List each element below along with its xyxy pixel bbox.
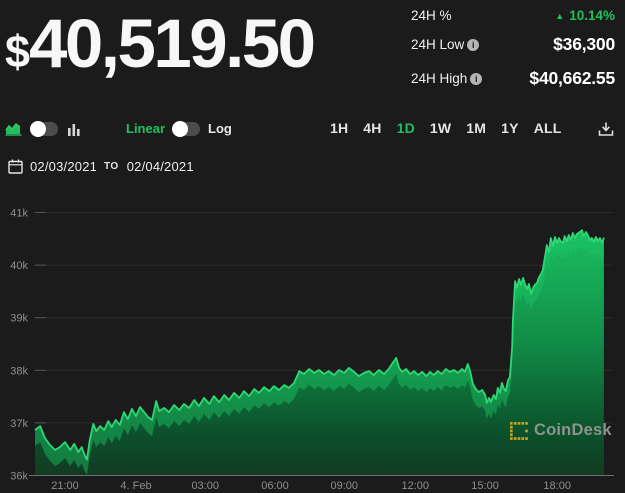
chart-axis: 21:00 4. Feb 03:00 06:00 09:00 12:00 15:00 18:0… xyxy=(29,475,614,492)
area-fill xyxy=(35,230,604,476)
chart-type-toggle[interactable] xyxy=(30,120,58,137)
x-axis-label: 15:00 xyxy=(471,480,499,492)
y-axis-label: 37k xyxy=(10,418,28,430)
scale-option-linear[interactable]: Linear xyxy=(126,121,166,136)
stat-label-text: 24H Low xyxy=(411,37,465,52)
x-axis-label: 03:00 xyxy=(191,480,219,492)
y-axis-label: 38k xyxy=(10,365,28,377)
coindesk-watermark: CoinDesk xyxy=(510,421,612,440)
range-button-4h[interactable]: 4H xyxy=(363,120,382,136)
y-axis-label: 40k xyxy=(10,260,28,272)
low-value: $36,300 xyxy=(553,34,615,54)
scale-group: Linear Log xyxy=(126,120,232,137)
percent-value: 10.14% xyxy=(569,8,615,23)
stat-label-text: 24H High xyxy=(411,71,468,86)
date-separator: TO xyxy=(104,161,119,172)
info-icon[interactable]: i xyxy=(467,38,480,51)
range-button-1h[interactable]: 1H xyxy=(330,120,349,136)
calendar-icon[interactable] xyxy=(8,159,23,174)
price-amount: 40,519.50 xyxy=(29,5,316,82)
start-date-field[interactable]: 02/03/2021 xyxy=(30,159,96,174)
up-arrow-icon: ▲ xyxy=(555,10,565,21)
high-value: $40,662.55 xyxy=(529,68,615,88)
download-icon xyxy=(598,122,614,136)
stat-row-24h-high: 24H High i $40,662.55 xyxy=(411,68,615,89)
x-axis-label: 4. Feb xyxy=(120,480,151,492)
date-range-picker: 02/03/2021 TO 02/04/2021 xyxy=(8,159,193,174)
area-chart-icon[interactable] xyxy=(5,121,22,136)
time-range-group: 1H 4H 1D 1W 1M 1Y ALL xyxy=(329,118,563,138)
toggle-knob xyxy=(172,120,189,137)
stat-change-value: ▲ 10.14% xyxy=(555,8,615,23)
range-button-1w[interactable]: 1W xyxy=(429,120,452,136)
x-axis-label: 21:00 xyxy=(51,480,79,492)
bar-chart-icon[interactable] xyxy=(67,122,81,136)
y-axis-label: 39k xyxy=(10,313,28,325)
info-icon[interactable]: i xyxy=(470,72,483,85)
x-axis-label: 12:00 xyxy=(401,480,429,492)
download-button[interactable] xyxy=(598,121,614,137)
x-axis-label: 09:00 xyxy=(331,480,359,492)
x-axis-label: 18:00 xyxy=(543,480,571,492)
x-axis-label: 06:00 xyxy=(261,480,289,492)
watermark-text: CoinDesk xyxy=(534,421,612,439)
stat-label: 24H % xyxy=(411,8,452,23)
y-axis-label: 41k xyxy=(10,208,28,220)
stat-row-24h-percent: 24H % ▲ 10.14% xyxy=(411,8,615,23)
end-date-field[interactable]: 02/04/2021 xyxy=(126,159,193,174)
area-glow xyxy=(35,230,604,475)
price-line xyxy=(34,229,605,461)
range-button-all[interactable]: ALL xyxy=(533,120,562,136)
current-price: $40,519.50 xyxy=(5,5,316,88)
price-currency-symbol: $ xyxy=(5,26,30,77)
toggle-knob xyxy=(30,120,46,137)
coindesk-logo-icon xyxy=(510,421,528,440)
stat-label: 24H High i xyxy=(411,71,483,86)
range-button-1m[interactable]: 1M xyxy=(466,120,487,136)
y-axis-label: 36k xyxy=(10,471,28,483)
scale-toggle[interactable] xyxy=(172,120,201,137)
stat-row-24h-low: 24H Low i $36,300 xyxy=(411,34,615,55)
chart-type-group xyxy=(5,120,81,137)
range-button-1y[interactable]: 1Y xyxy=(501,120,519,136)
stat-label: 24H Low i xyxy=(411,37,480,52)
scale-option-log[interactable]: Log xyxy=(208,121,232,136)
range-button-1d[interactable]: 1D xyxy=(396,120,415,136)
